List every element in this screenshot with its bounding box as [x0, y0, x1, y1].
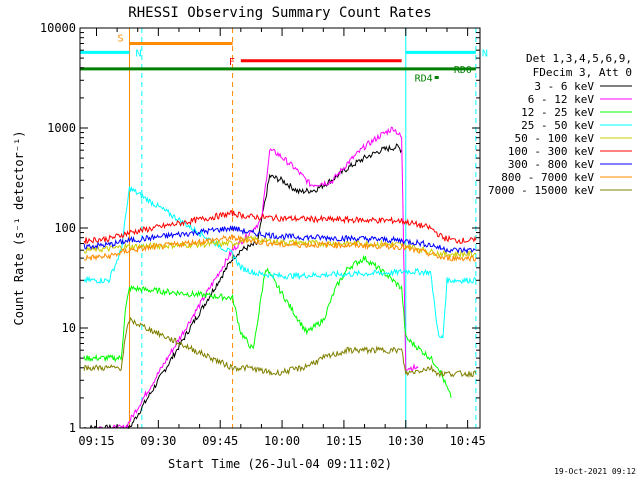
x-tick-label-5: 10:30: [388, 434, 424, 448]
legend-entry-label-7: 800 - 7000 keV: [501, 171, 594, 184]
y-axis-label: Count Rate (s⁻¹ detector⁻¹): [12, 130, 26, 325]
series-line-8: [83, 316, 477, 378]
state-bar-label-5: RD4: [415, 73, 433, 84]
y-tick-label-2: 100: [54, 221, 76, 235]
state-bar-label-3: F: [229, 57, 235, 68]
state-bar-label-1: N: [135, 48, 141, 59]
legend-entry-label-8: 7000 - 15000 keV: [488, 184, 594, 197]
series-line-7: [83, 234, 477, 263]
state-bars: S N N F RD0 RD4: [80, 33, 488, 84]
legend: Det 1,3,4,5,6,9, FDecim 3, Att 0 3 - 6 k…: [488, 52, 632, 197]
series-layer: [83, 126, 477, 430]
x-tick-label-3: 10:00: [264, 434, 300, 448]
y-tick-label-1: 10: [62, 321, 76, 335]
footer-date: 19-Oct-2021 09:12: [554, 467, 636, 476]
legend-entry-label-0: 3 - 6 keV: [534, 80, 594, 93]
y-tick-label-0: 1: [69, 421, 76, 435]
legend-header-line-2: FDecim 3, Att 0: [533, 66, 632, 79]
state-bar-label-4: RD0: [454, 65, 472, 76]
series-line-1: [92, 126, 419, 429]
x-tick-label-4: 10:15: [326, 434, 362, 448]
x-axis-label: Start Time (26-Jul-04 09:11:02): [168, 457, 392, 471]
legend-entry-label-6: 300 - 800 keV: [508, 158, 594, 171]
x-tick-label-2: 09:45: [202, 434, 238, 448]
state-bar-label-2: N: [482, 48, 488, 59]
series-line-2: [83, 254, 452, 398]
series-line-5: [83, 210, 477, 245]
legend-header-line-1: Det 1,3,4,5,6,9,: [526, 52, 632, 65]
state-bar-label-0: S: [117, 33, 123, 44]
legend-entry-label-4: 50 - 100 keV: [515, 132, 595, 145]
y-tick-label-4: 10000: [40, 21, 76, 35]
series-line-3: [83, 186, 477, 339]
x-tick-label-0: 09:15: [78, 434, 114, 448]
y-tick-label-3: 1000: [47, 121, 76, 135]
x-tick-label-1: 09:30: [140, 434, 176, 448]
legend-entry-label-1: 6 - 12 keV: [528, 93, 595, 106]
series-line-6: [83, 225, 477, 255]
legend-entry-label-5: 100 - 300 keV: [508, 145, 594, 158]
legend-entry-label-3: 25 - 50 keV: [521, 119, 594, 132]
series-line-0: [83, 143, 403, 430]
legend-entry-label-2: 12 - 25 keV: [521, 106, 594, 119]
chart-title: RHESSI Observing Summary Count Rates: [128, 5, 431, 21]
x-tick-label-6: 10:45: [450, 434, 486, 448]
ticks: 09:15 09:30 09:45 10:00 10:15 10:30 10:45 1 10 10…: [40, 21, 486, 448]
